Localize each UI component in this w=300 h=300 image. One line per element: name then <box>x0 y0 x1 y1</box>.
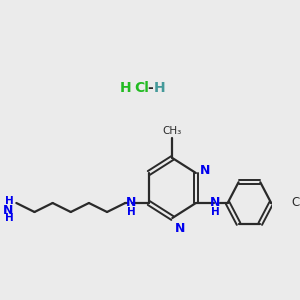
Text: H: H <box>120 81 131 95</box>
Text: H: H <box>154 81 166 95</box>
Text: H: H <box>211 207 219 217</box>
Text: H: H <box>127 207 136 217</box>
Text: H: H <box>5 213 14 223</box>
Text: N: N <box>210 196 220 208</box>
Text: CH₃: CH₃ <box>163 126 182 136</box>
Text: N: N <box>3 203 14 217</box>
Text: N: N <box>175 222 185 235</box>
Text: -: - <box>147 81 153 95</box>
Text: Cl: Cl <box>291 196 300 209</box>
Text: N: N <box>126 196 137 208</box>
Text: N: N <box>200 164 210 176</box>
Text: Cl: Cl <box>134 81 149 95</box>
Text: H: H <box>5 196 14 206</box>
